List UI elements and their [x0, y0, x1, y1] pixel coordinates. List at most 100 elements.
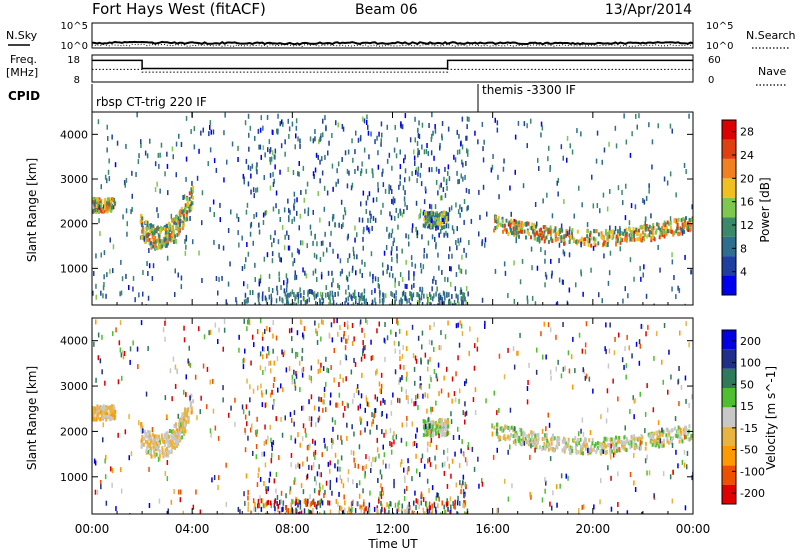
echo-cell: [178, 426, 181, 432]
echo-cell: [153, 237, 155, 242]
echo-cell: [155, 452, 158, 457]
echo-cell: [377, 478, 379, 483]
echo-cell: [439, 418, 441, 423]
echo-cell: [417, 171, 419, 177]
echo-cell: [394, 300, 396, 305]
echo-cell: [153, 450, 156, 455]
echo-cell: [630, 443, 633, 448]
echo-cell: [255, 444, 258, 449]
echo-cell: [397, 502, 399, 508]
echo-cell: [568, 232, 571, 237]
echo-cell: [457, 355, 459, 361]
echo-cell: [467, 151, 469, 157]
echo-cell: [158, 498, 161, 504]
echo-cell: [267, 435, 269, 441]
echo-cell: [546, 442, 549, 447]
echo-cell: [276, 501, 278, 506]
echo-cell: [453, 229, 455, 235]
colorbar-tick-label: -50: [740, 444, 758, 457]
echo-cell: [657, 420, 660, 426]
echo-cell: [610, 454, 612, 460]
echo-cell: [496, 426, 499, 431]
echo-cell: [633, 452, 635, 458]
echo-cell: [486, 211, 488, 217]
echo-cell: [445, 220, 448, 225]
echo-cell: [140, 428, 143, 433]
echo-cell: [337, 178, 339, 184]
echo-cell: [294, 382, 296, 388]
echo-cell: [450, 266, 452, 272]
echo-cell: [151, 227, 154, 232]
echo-cell: [372, 273, 374, 279]
echo-cell: [642, 236, 645, 241]
echo-cell: [352, 246, 355, 252]
echo-cell: [191, 188, 194, 193]
echo-cell: [426, 422, 429, 427]
echo-cell: [590, 236, 593, 241]
echo-cell: [406, 415, 408, 421]
echo-cell: [464, 411, 466, 417]
echo-cell: [301, 405, 303, 411]
echo-cell: [397, 506, 400, 512]
echo-cell: [314, 129, 316, 134]
echo-cell: [148, 263, 151, 269]
echo-cell: [182, 412, 185, 417]
echo-cell: [326, 446, 328, 452]
echo-cell: [329, 242, 331, 248]
echo-cell: [444, 426, 447, 431]
echo-cell: [98, 197, 101, 202]
echo-cell: [112, 205, 115, 210]
echo-cell: [516, 350, 518, 356]
echo-cell: [300, 240, 302, 246]
colorbar-swatch: [722, 158, 736, 179]
echo-cell: [378, 381, 381, 387]
echo-cell: [447, 277, 449, 283]
echo-cell: [321, 294, 323, 300]
echo-cell: [183, 407, 186, 412]
echo-cell: [106, 411, 109, 416]
echo-cell: [567, 440, 570, 445]
echo-cell: [330, 392, 332, 398]
echo-cell: [563, 234, 565, 240]
echo-cell: [128, 414, 130, 420]
echo-cell: [464, 296, 466, 302]
echo-cell: [368, 502, 371, 508]
echo-cell: [241, 404, 244, 410]
echo-cell: [355, 270, 357, 276]
echo-cell: [212, 129, 215, 135]
echo-cell: [573, 213, 575, 219]
echo-cell: [244, 348, 246, 354]
echo-cell: [280, 383, 282, 389]
echo-cell: [310, 394, 313, 400]
echo-cell: [353, 336, 355, 342]
echo-cell: [169, 368, 172, 374]
echo-cell: [413, 275, 415, 281]
echo-cell: [425, 428, 428, 433]
echo-cell: [244, 447, 247, 453]
echo-cell: [607, 465, 609, 471]
echo-cell: [633, 230, 636, 234]
echo-cell: [274, 164, 276, 170]
echo-cell: [257, 128, 260, 134]
date-label: 13/Apr/2014: [605, 2, 692, 18]
echo-cell: [179, 428, 182, 433]
echo-cell: [431, 167, 433, 173]
echo-cell: [537, 436, 540, 441]
echo-cell: [156, 440, 159, 445]
echo-cell: [222, 346, 224, 352]
echo-cell: [351, 138, 353, 144]
echo-cell: [145, 391, 148, 397]
echo-cell: [314, 320, 316, 326]
echo-cell: [568, 368, 571, 374]
echo-cell: [140, 424, 143, 429]
echo-cell: [339, 271, 342, 277]
echo-cell: [149, 450, 151, 455]
echo-cell: [411, 324, 414, 330]
echo-cell: [247, 501, 250, 507]
echo-cell: [447, 506, 449, 512]
echo-cell: [254, 262, 256, 268]
echo-cell: [606, 437, 609, 442]
echo-cell: [142, 270, 144, 275]
echo-cell: [644, 428, 646, 434]
